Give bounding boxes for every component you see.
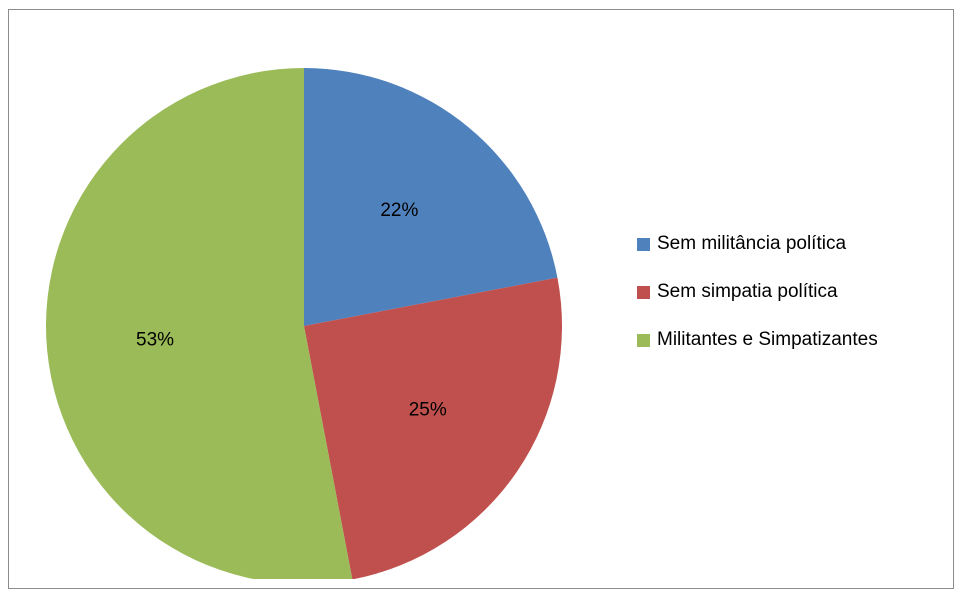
legend-item-militantes: Militantes e Simpatizantes — [637, 328, 878, 352]
legend: Sem militância política Sem simpatia pol… — [637, 232, 878, 376]
legend-swatch — [637, 333, 650, 347]
legend-swatch — [637, 285, 650, 299]
pie-slices — [46, 68, 562, 579]
pie-data-label-0: 22% — [380, 200, 418, 221]
pie-slice-1 — [304, 277, 562, 579]
pie-slice-0 — [304, 68, 558, 326]
pie-data-label-1: 25% — [409, 400, 447, 421]
pie-data-label-2: 53% — [136, 330, 174, 351]
legend-item-sem-militancia: Sem militância política — [637, 232, 878, 256]
legend-label: Sem simpatia política — [657, 281, 838, 302]
legend-swatch — [637, 237, 650, 251]
legend-item-sem-simpatia: Sem simpatia política — [637, 280, 878, 304]
legend-label: Militantes e Simpatizantes — [657, 329, 878, 350]
pie-slice-2 — [46, 68, 353, 579]
legend-label: Sem militância política — [657, 233, 847, 254]
pie-data-labels: 22% 25% 53% — [136, 200, 447, 420]
